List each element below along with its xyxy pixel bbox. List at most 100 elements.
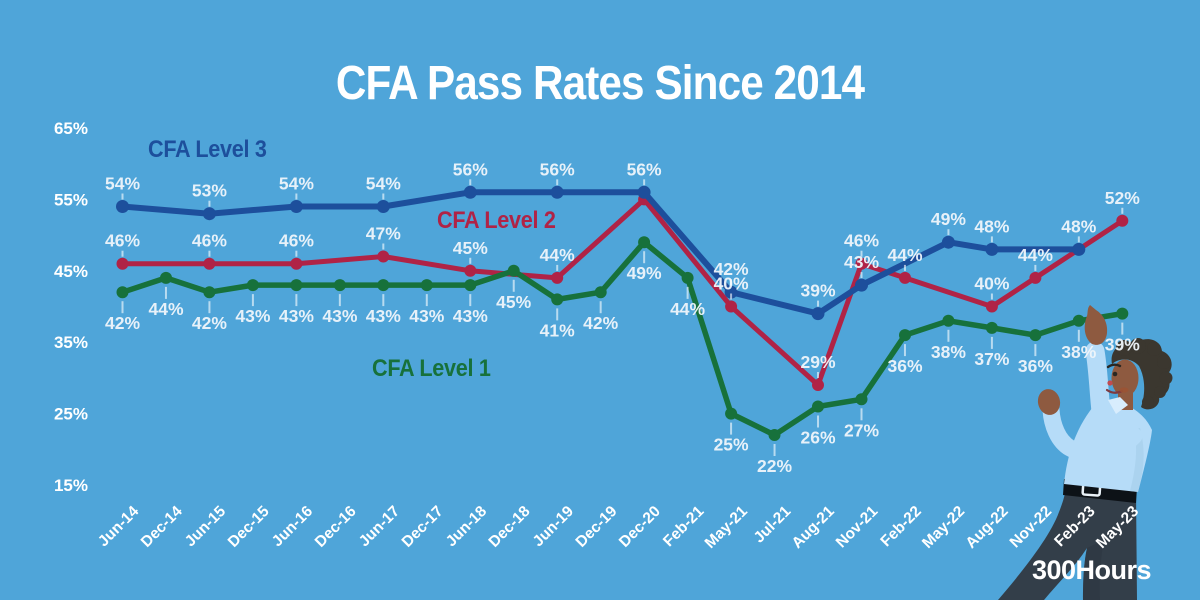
data-label: 48% <box>1061 216 1096 236</box>
y-axis-label: 45% <box>54 262 88 281</box>
data-label: 44% <box>540 245 575 265</box>
data-point-level1 <box>551 293 564 306</box>
data-point-level1 <box>464 279 477 292</box>
series-label-cfa-level-3: CFA Level 3 <box>148 136 267 163</box>
data-label: 29% <box>800 352 835 372</box>
data-point-level1 <box>812 400 824 413</box>
data-label: 39% <box>1105 335 1140 355</box>
data-point-level1 <box>116 286 129 299</box>
x-axis-label: Dec-14 <box>138 503 186 551</box>
brand-watermark: 300Hours <box>1032 555 1152 585</box>
mascot-bent-arm <box>1042 401 1143 463</box>
x-axis-label: Jun-14 <box>95 503 143 551</box>
mascot-raised-arm <box>1085 341 1113 438</box>
data-point-level2 <box>855 257 868 270</box>
x-axis-label: Nov-22 <box>1007 503 1056 552</box>
data-label: 36% <box>887 356 922 376</box>
data-label: 42% <box>105 313 140 333</box>
x-axis-label: Jun-19 <box>530 503 578 551</box>
data-point-level2 <box>812 379 824 391</box>
x-axis-label: Jun-18 <box>443 503 491 551</box>
data-point-level3 <box>376 200 390 213</box>
data-point-level1 <box>638 236 651 249</box>
data-point-level2 <box>116 257 129 270</box>
data-label: 44% <box>1018 245 1053 265</box>
mascot-pants-shadow <box>1083 540 1104 600</box>
data-label: 56% <box>453 159 488 179</box>
x-axis-label: May-21 <box>702 503 751 552</box>
y-axis-label: 65% <box>54 119 88 138</box>
data-label: 49% <box>931 209 966 229</box>
data-label: 53% <box>192 181 227 201</box>
data-point-level1 <box>594 286 607 299</box>
y-axis-label: 25% <box>54 405 88 424</box>
data-point-level1 <box>681 271 694 284</box>
data-label: 54% <box>105 174 140 194</box>
data-label: 43% <box>844 252 879 272</box>
y-axis-label: 15% <box>54 476 88 495</box>
data-label: 46% <box>844 231 879 251</box>
series-line-level1 <box>119 239 1126 438</box>
data-label: 43% <box>409 306 444 326</box>
data-point-level1 <box>1029 329 1042 342</box>
mascot-nose <box>1107 380 1113 386</box>
x-axis-label: Aug-22 <box>963 503 1012 552</box>
data-point-level3 <box>463 185 477 199</box>
mascot-shirt-shading <box>1130 428 1144 492</box>
data-label: 41% <box>540 320 575 340</box>
data-label: 43% <box>279 306 314 326</box>
data-point-level2 <box>1116 214 1129 227</box>
y-axis-label: 35% <box>54 333 88 352</box>
data-label: 46% <box>105 231 140 251</box>
data-label: 46% <box>192 231 227 251</box>
data-label: 43% <box>366 306 401 326</box>
mascot-pants <box>998 487 1137 600</box>
data-point-level3 <box>855 278 868 292</box>
series-line-level2 <box>120 196 1125 388</box>
data-label: 42% <box>192 313 227 333</box>
data-point-level2 <box>377 250 390 263</box>
data-label: 42% <box>714 259 749 279</box>
mascot-eye <box>1112 371 1118 377</box>
chart-title: CFA Pass Rates Since 2014 <box>335 57 865 110</box>
data-point-level1 <box>333 279 346 292</box>
data-label: 25% <box>714 435 749 455</box>
data-label: 36% <box>1018 356 1053 376</box>
x-axis-label: Dec-16 <box>312 503 360 551</box>
data-label: 44% <box>148 299 183 319</box>
data-label: 56% <box>627 159 662 179</box>
data-point-level2 <box>985 300 998 313</box>
data-label: 44% <box>670 299 705 319</box>
x-axis-label: May-22 <box>919 503 968 552</box>
data-label: 26% <box>800 428 835 448</box>
data-point-level3 <box>637 185 651 199</box>
data-label: 52% <box>1105 188 1140 208</box>
x-axis-label: Dec-18 <box>486 503 534 551</box>
x-axis-label: Jun-17 <box>356 503 403 550</box>
series-label-cfa-level-2: CFA Level 2 <box>437 207 556 234</box>
data-label: 45% <box>496 292 531 312</box>
data-point-level3 <box>116 200 129 213</box>
data-point-level3 <box>202 207 216 221</box>
data-label: 40% <box>974 274 1009 294</box>
data-label: 44% <box>887 245 922 265</box>
data-label: 22% <box>757 456 792 476</box>
data-label: 46% <box>279 231 314 251</box>
data-point-level3 <box>941 235 955 249</box>
data-point-level1 <box>942 314 955 327</box>
data-label: 47% <box>366 224 401 244</box>
x-axis-label: Nov-21 <box>833 503 882 552</box>
data-point-level3 <box>985 242 999 256</box>
x-axis-label: May-23 <box>1093 503 1142 552</box>
mascot-eyebrow <box>1106 363 1122 369</box>
data-point-level1 <box>420 279 433 292</box>
y-axis-label: 55% <box>54 190 88 209</box>
data-point-level1 <box>725 407 738 420</box>
data-point-level2 <box>203 257 216 270</box>
mascot-raised-hand <box>1084 305 1108 345</box>
mascot-collar <box>1108 397 1128 414</box>
x-axis-label: Dec-19 <box>573 503 621 551</box>
mascot-cheek <box>1119 387 1129 393</box>
